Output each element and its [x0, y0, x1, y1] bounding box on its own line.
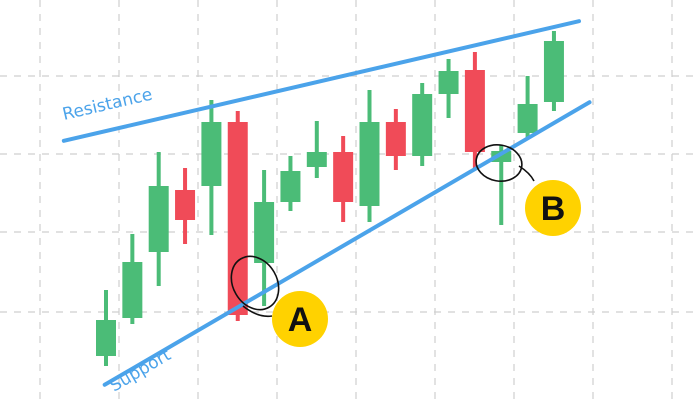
candle-body: [201, 122, 222, 186]
candle-bearish: [464, 52, 485, 170]
annotation-circle: [230, 255, 280, 311]
candles: [96, 31, 564, 366]
candle-body: [254, 202, 275, 263]
candle-bullish: [412, 83, 433, 166]
candle-bullish: [254, 170, 275, 306]
annotation-pointer: [242, 305, 273, 318]
candle-bullish: [491, 145, 512, 225]
annotation-a: A: [230, 255, 328, 347]
candle-body: [333, 152, 354, 202]
candle-body: [96, 320, 116, 356]
resistance-label: Resistance: [61, 85, 155, 125]
annotation-badge-label: B: [541, 190, 566, 228]
support-line: [102, 100, 592, 387]
annotation-badge: [272, 291, 328, 347]
candle-body: [438, 71, 459, 94]
annotation-b: B: [475, 144, 581, 236]
candle-body: [543, 41, 564, 102]
candle-body: [306, 152, 327, 167]
resistance-line: [61, 19, 581, 143]
candle-body: [280, 171, 301, 202]
trendlines: Resistance Support: [61, 19, 592, 396]
candle-body: [517, 104, 538, 133]
candle-bullish: [306, 121, 327, 178]
candle-bearish: [333, 136, 354, 222]
annotation-badge: [525, 180, 581, 236]
annotations: AB: [230, 144, 581, 347]
candle-body: [175, 190, 196, 220]
candle-body: [412, 94, 433, 156]
candle-body: [148, 186, 169, 252]
candle-bearish: [227, 111, 248, 321]
candle-body: [227, 122, 248, 315]
candle-bullish: [280, 156, 301, 211]
candle-bullish: [96, 290, 116, 366]
candle-bearish: [175, 168, 196, 244]
candle-bullish: [122, 234, 143, 324]
candle-bullish: [438, 59, 459, 118]
candle-body: [122, 262, 143, 318]
candle-bullish: [201, 100, 222, 235]
annotation-badge-label: A: [288, 301, 313, 339]
candle-body: [385, 122, 406, 156]
candle-body: [464, 70, 485, 152]
candle-bullish: [359, 90, 380, 222]
candle-body: [359, 122, 380, 206]
candle-body: [491, 151, 512, 162]
candle-bullish: [543, 31, 564, 111]
candle-bearish: [385, 109, 406, 170]
candle-bullish: [148, 152, 169, 286]
candle-bullish: [517, 76, 538, 138]
annotation-pointer: [518, 165, 535, 182]
support-label: Support: [106, 345, 174, 396]
